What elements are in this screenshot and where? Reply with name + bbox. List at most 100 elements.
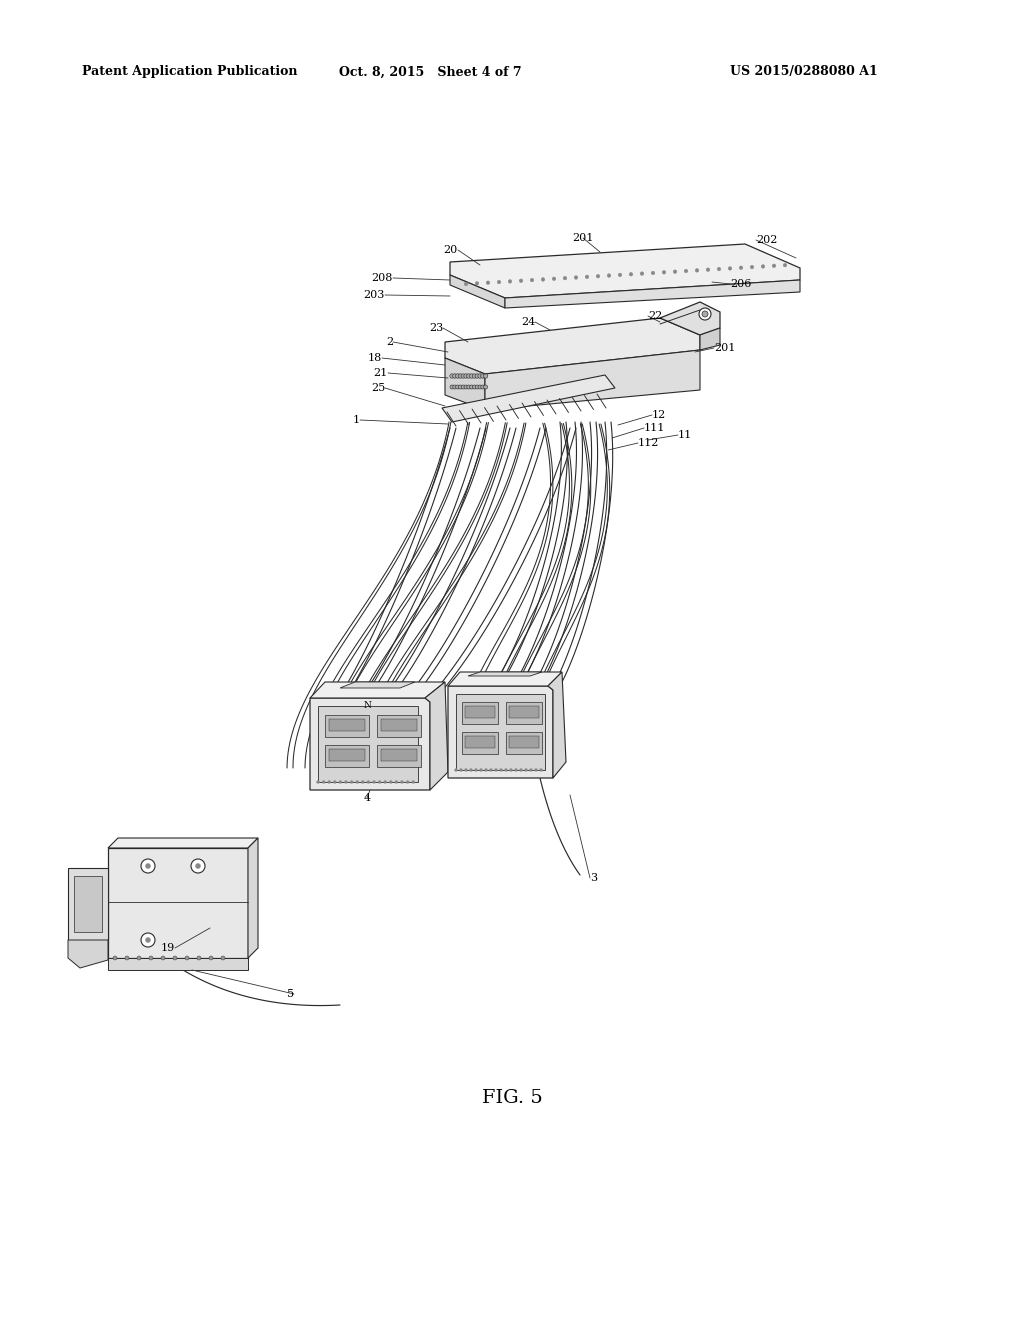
Circle shape: [145, 863, 151, 869]
Circle shape: [461, 374, 465, 379]
Circle shape: [450, 385, 454, 389]
Circle shape: [469, 374, 474, 379]
Polygon shape: [340, 682, 415, 688]
Text: 203: 203: [364, 290, 385, 300]
Text: 201: 201: [714, 343, 735, 352]
Polygon shape: [465, 737, 495, 748]
Polygon shape: [329, 719, 365, 731]
Circle shape: [552, 277, 556, 281]
Polygon shape: [68, 940, 108, 968]
Circle shape: [607, 273, 610, 277]
Circle shape: [125, 956, 129, 960]
Circle shape: [480, 374, 485, 379]
Circle shape: [540, 768, 543, 771]
Text: 23: 23: [429, 323, 443, 333]
Circle shape: [478, 385, 482, 389]
Circle shape: [389, 780, 392, 784]
Circle shape: [185, 956, 189, 960]
Circle shape: [500, 768, 503, 771]
Circle shape: [395, 780, 398, 784]
Circle shape: [367, 780, 370, 784]
Text: 20: 20: [443, 246, 458, 255]
Polygon shape: [462, 733, 498, 754]
Circle shape: [535, 768, 538, 771]
Circle shape: [524, 768, 527, 771]
Circle shape: [373, 780, 376, 784]
Circle shape: [510, 768, 512, 771]
Circle shape: [486, 281, 489, 285]
Polygon shape: [425, 682, 449, 789]
Circle shape: [478, 374, 482, 379]
Circle shape: [472, 385, 476, 389]
Text: 22: 22: [648, 312, 663, 321]
Circle shape: [464, 385, 468, 389]
Polygon shape: [310, 682, 445, 698]
Circle shape: [161, 956, 165, 960]
Polygon shape: [74, 876, 102, 932]
Polygon shape: [381, 748, 417, 762]
Circle shape: [150, 956, 153, 960]
Circle shape: [751, 265, 754, 269]
Circle shape: [361, 780, 365, 784]
Circle shape: [505, 768, 508, 771]
Circle shape: [464, 282, 468, 286]
Circle shape: [479, 768, 482, 771]
Circle shape: [461, 385, 465, 389]
Circle shape: [629, 272, 633, 276]
Circle shape: [474, 768, 477, 771]
Polygon shape: [548, 672, 566, 777]
Circle shape: [772, 264, 776, 268]
Circle shape: [137, 956, 141, 960]
Circle shape: [475, 374, 479, 379]
Circle shape: [453, 374, 457, 379]
Text: 111: 111: [644, 422, 666, 433]
Circle shape: [113, 956, 117, 960]
Polygon shape: [449, 672, 562, 686]
Polygon shape: [445, 318, 700, 374]
Polygon shape: [108, 847, 248, 958]
Circle shape: [455, 768, 458, 771]
Circle shape: [530, 279, 534, 282]
Circle shape: [475, 385, 479, 389]
Polygon shape: [485, 350, 700, 411]
Polygon shape: [509, 737, 539, 748]
Circle shape: [495, 768, 498, 771]
Circle shape: [574, 276, 578, 280]
Text: Patent Application Publication: Patent Application Publication: [82, 66, 298, 78]
Circle shape: [489, 768, 493, 771]
Circle shape: [707, 268, 710, 272]
Circle shape: [400, 780, 403, 784]
Circle shape: [456, 385, 460, 389]
Text: 201: 201: [572, 234, 594, 243]
Circle shape: [458, 374, 463, 379]
Circle shape: [481, 385, 484, 389]
Circle shape: [344, 780, 347, 784]
Circle shape: [470, 385, 473, 389]
Text: 19: 19: [161, 942, 175, 953]
Polygon shape: [310, 698, 430, 789]
Circle shape: [563, 276, 567, 280]
Polygon shape: [449, 686, 553, 777]
Circle shape: [728, 267, 732, 271]
Circle shape: [663, 271, 666, 275]
Polygon shape: [445, 358, 485, 411]
Polygon shape: [505, 280, 800, 308]
Circle shape: [453, 385, 457, 389]
Polygon shape: [318, 706, 418, 781]
Polygon shape: [325, 715, 369, 737]
Text: 112: 112: [638, 438, 659, 447]
Circle shape: [141, 933, 155, 946]
Circle shape: [761, 264, 765, 268]
Circle shape: [739, 265, 742, 269]
Polygon shape: [660, 302, 720, 335]
Circle shape: [483, 385, 487, 389]
Circle shape: [640, 272, 644, 276]
Circle shape: [323, 780, 325, 784]
Polygon shape: [68, 869, 108, 940]
Circle shape: [514, 768, 517, 771]
Polygon shape: [377, 744, 421, 767]
Circle shape: [651, 271, 654, 275]
Circle shape: [783, 264, 786, 267]
Circle shape: [209, 956, 213, 960]
Polygon shape: [506, 733, 542, 754]
